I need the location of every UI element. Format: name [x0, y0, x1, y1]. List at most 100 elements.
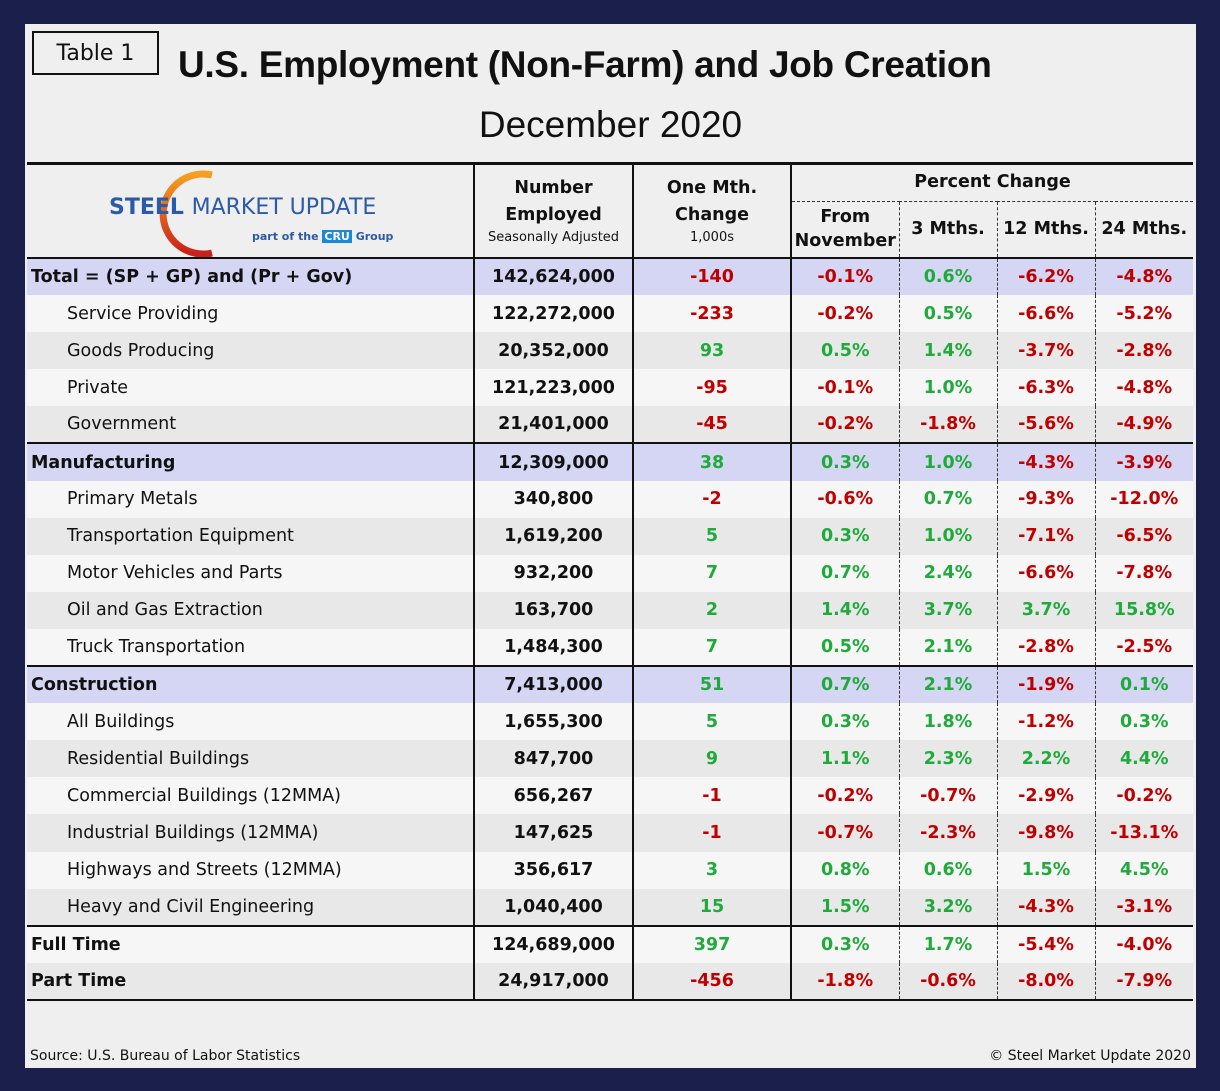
- pct-from-november: 1.5%: [790, 888, 899, 926]
- number-employed: 356,617: [473, 851, 633, 889]
- logo-arc-icon: [159, 170, 213, 258]
- page-title: U.S. Employment (Non-Farm) and Job Creat…: [178, 44, 992, 85]
- pct-3-months: -0.7%: [898, 777, 997, 815]
- one-month-change: 9: [632, 740, 791, 778]
- number-employed: 122,272,000: [473, 295, 633, 333]
- one-month-change: 51: [632, 665, 791, 704]
- pct-from-november: 1.1%: [790, 740, 899, 778]
- table-row: Private 121,223,000 -95 -0.1% 1.0% -6.3% -4.8%: [27, 369, 1193, 407]
- pct-from-november: 0.7%: [790, 665, 899, 704]
- row-label: Total = (SP + GP) and (Pr + Gov): [27, 256, 474, 296]
- number-employed: 142,624,000: [473, 256, 633, 296]
- pct-3-months: 1.0%: [898, 517, 997, 555]
- pct-24-months: -4.8%: [1094, 369, 1193, 407]
- logo-cell: STEEL MARKET UPDATE part of the CRU Grou…: [27, 164, 474, 259]
- one-month-change: 5: [632, 517, 791, 555]
- number-employed: 7,413,000: [473, 665, 633, 704]
- row-label: Full Time: [27, 924, 474, 963]
- pct-from-november: 0.5%: [790, 628, 899, 667]
- pct-from-november: 0.5%: [790, 332, 899, 370]
- pct-3-months: 1.0%: [898, 369, 997, 407]
- row-label: Goods Producing: [27, 332, 474, 370]
- pct-from-november: -0.2%: [790, 406, 899, 444]
- pct-24-months: -2.5%: [1094, 628, 1193, 667]
- pct-24-months: -4.8%: [1094, 256, 1193, 296]
- number-employed: 24,917,000: [473, 962, 633, 1000]
- pct-3-months: 0.6%: [898, 851, 997, 889]
- number-employed: 932,200: [473, 554, 633, 592]
- number-employed: 21,401,000: [473, 406, 633, 444]
- number-employed: 847,700: [473, 740, 633, 778]
- pct-from-november: -0.1%: [790, 369, 899, 407]
- cru-badge: CRU: [322, 230, 352, 243]
- pct-24-months: -4.0%: [1094, 924, 1193, 963]
- row-label: Government: [27, 406, 474, 444]
- logo-text: MARKET UPDATE: [191, 195, 377, 220]
- one-month-change: -1: [632, 814, 791, 852]
- number-employed: 340,800: [473, 480, 633, 518]
- pct-12-months: -2.8%: [996, 628, 1095, 667]
- table-row: All Buildings 1,655,300 5 0.3% 1.8% -1.2% 0.3%: [27, 703, 1193, 741]
- logo-tagline: part of the: [252, 230, 319, 243]
- pct-3-months: 1.8%: [898, 703, 997, 741]
- one-month-change: -140: [632, 256, 791, 296]
- pct-from-november: 0.3%: [790, 517, 899, 555]
- table-row: Residential Buildings 847,700 9 1.1% 2.3% 2.2…: [27, 740, 1193, 778]
- pct-24-months: 15.8%: [1094, 591, 1193, 629]
- table-row: Full Time 124,689,000 397 0.3% 1.7% -5.4% -4.0…: [27, 924, 1193, 963]
- one-month-change: -1: [632, 777, 791, 815]
- table-row: Government 21,401,000 -45 -0.2% -1.8% -5.6% -4…: [27, 406, 1193, 444]
- pct-from-november: 0.3%: [790, 703, 899, 741]
- one-month-change: 38: [632, 442, 791, 481]
- source-note: Source: U.S. Bureau of Labor Statistics: [30, 1048, 301, 1064]
- number-employed: 1,619,200: [473, 517, 633, 555]
- table-row: Oil and Gas Extraction 163,700 2 1.4% 3.7% 3.…: [27, 591, 1193, 629]
- header-3-months: 3 Mths.: [898, 201, 997, 258]
- pct-3-months: 0.5%: [898, 295, 997, 333]
- table-row: Transportation Equipment 1,619,200 5 0.3% 1.…: [27, 517, 1193, 555]
- table-row: Total = (SP + GP) and (Pr + Gov) 142,624,…: [27, 256, 1193, 296]
- row-label: Heavy and Civil Engineering: [27, 888, 474, 926]
- steel-market-update-logo: STEEL MARKET UPDATE part of the CRU Grou…: [27, 165, 473, 258]
- number-employed: 656,267: [473, 777, 633, 815]
- pct-3-months: 2.3%: [898, 740, 997, 778]
- pct-3-months: 2.1%: [898, 665, 997, 704]
- number-employed: 121,223,000: [473, 369, 633, 407]
- number-employed: 1,655,300: [473, 703, 633, 741]
- logo-tagline-group: Group: [355, 230, 394, 243]
- pct-3-months: 2.4%: [898, 554, 997, 592]
- pct-3-months: -1.8%: [898, 406, 997, 444]
- table-row: Industrial Buildings (12MMA) 147,625 -1 -0.…: [27, 814, 1193, 852]
- pct-from-november: 0.3%: [790, 924, 899, 963]
- one-month-change: 7: [632, 554, 791, 592]
- one-month-change: 93: [632, 332, 791, 370]
- copyright-note: © Steel Market Update 2020: [989, 1048, 1191, 1064]
- table-row: Part Time 24,917,000 -456 -1.8% -0.6% -8.0% -7…: [27, 962, 1193, 1000]
- number-employed: 147,625: [473, 814, 633, 852]
- pct-24-months: -5.2%: [1094, 295, 1193, 333]
- pct-24-months: -13.1%: [1094, 814, 1193, 852]
- header-percent-change: Percent Change: [790, 163, 1193, 202]
- table-row: Truck Transportation 1,484,300 7 0.5% 2.1% -2…: [27, 628, 1193, 667]
- pct-from-november: 0.3%: [790, 442, 899, 481]
- table-row: Goods Producing 20,352,000 93 0.5% 1.4% -3.7%…: [27, 332, 1193, 370]
- pct-24-months: -4.9%: [1094, 406, 1193, 444]
- row-label: Part Time: [27, 962, 474, 1000]
- pct-12-months: -9.8%: [996, 814, 1095, 852]
- number-employed: 20,352,000: [473, 332, 633, 370]
- pct-12-months: -2.9%: [996, 777, 1095, 815]
- one-month-change: 397: [632, 924, 791, 963]
- pct-from-november: -0.2%: [790, 777, 899, 815]
- table-panel: Table 1 U.S. Employment (Non-Farm) and J…: [25, 24, 1196, 1068]
- pct-12-months: -8.0%: [996, 962, 1095, 1000]
- pct-12-months: -3.7%: [996, 332, 1095, 370]
- one-month-change: 7: [632, 628, 791, 667]
- pct-24-months: -2.8%: [1094, 332, 1193, 370]
- pct-12-months: -7.1%: [996, 517, 1095, 555]
- row-label: All Buildings: [27, 703, 474, 741]
- pct-12-months: -6.6%: [996, 554, 1095, 592]
- header-change: One Mth. Change 1,000s: [632, 163, 791, 258]
- page-subtitle: December 2020: [478, 104, 743, 145]
- one-month-change: -45: [632, 406, 791, 444]
- pct-12-months: -1.2%: [996, 703, 1095, 741]
